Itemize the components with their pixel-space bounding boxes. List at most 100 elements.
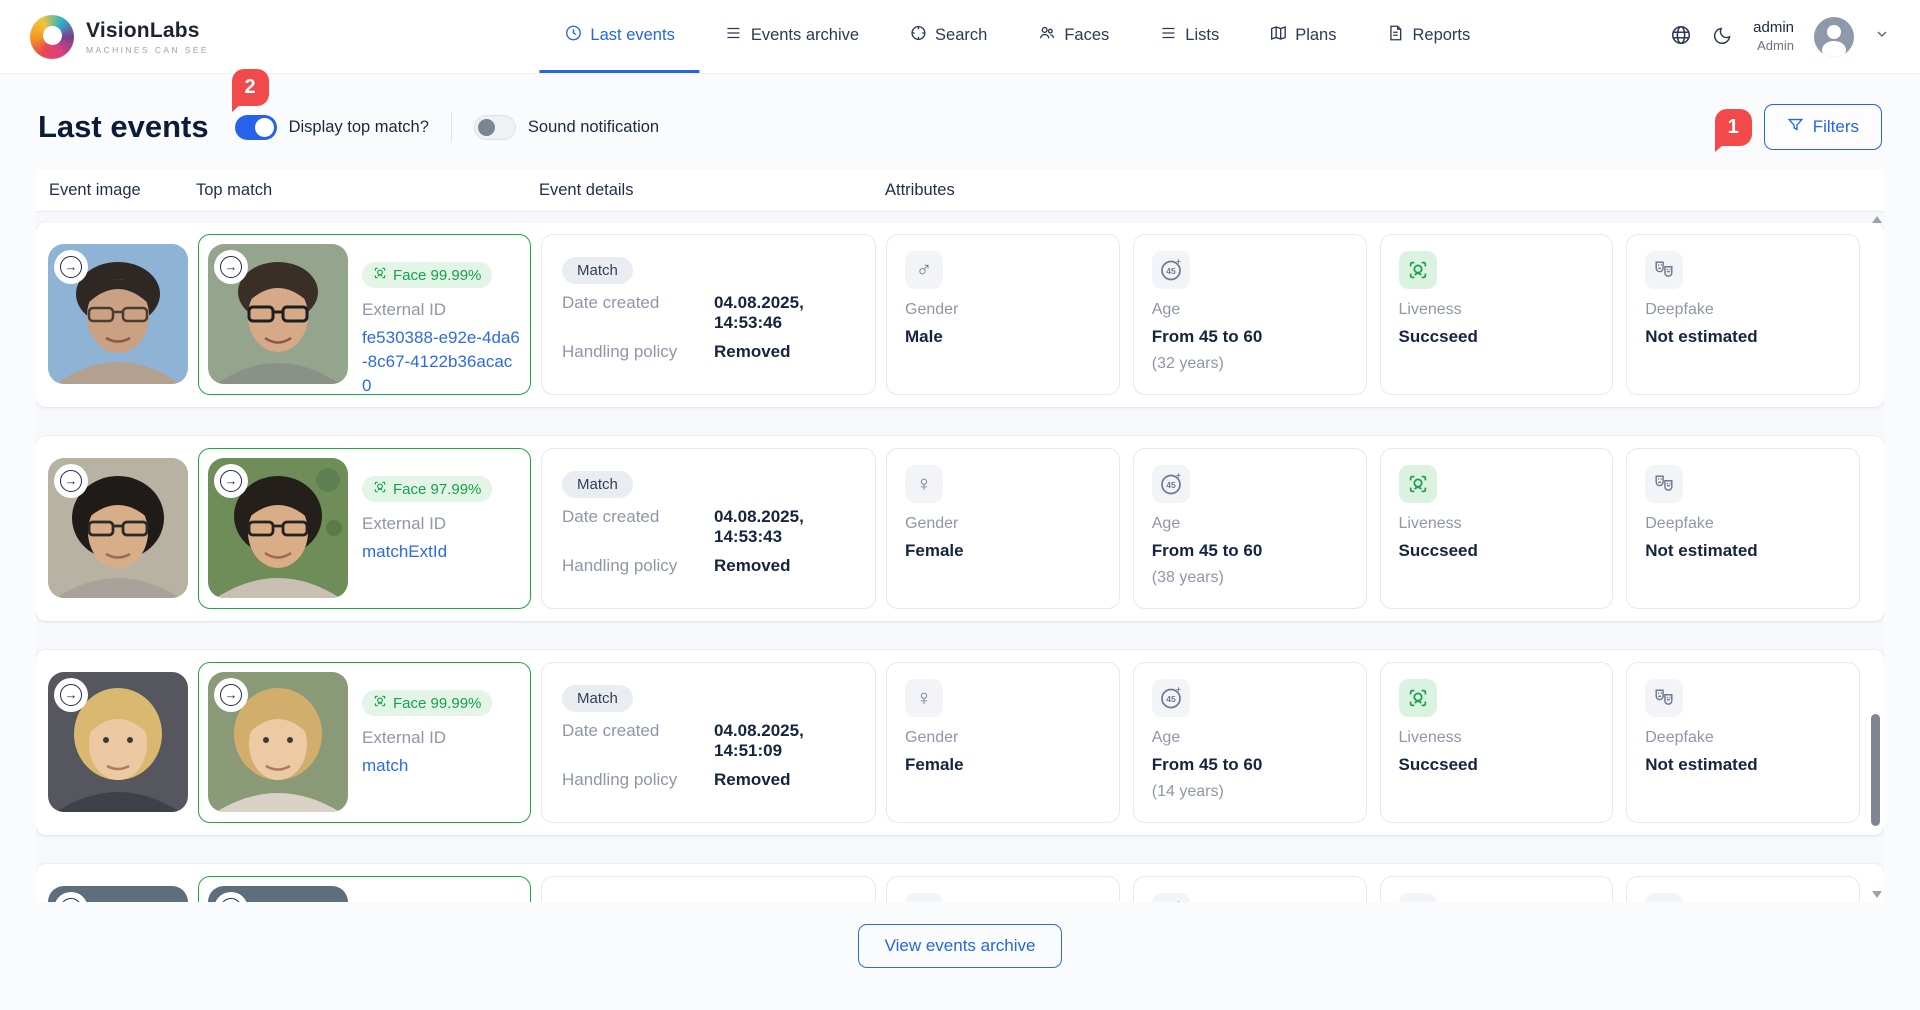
deepfake-card	[1626, 876, 1860, 902]
deepfake-card: Deepfake Not estimated	[1626, 234, 1860, 395]
external-id-label: External ID	[362, 514, 447, 533]
liveness-label: Liveness	[1398, 515, 1462, 532]
annotation-badge-1: 1	[1714, 108, 1752, 152]
age-label: Age	[1151, 515, 1181, 532]
scroll-down-icon[interactable]	[1872, 891, 1882, 898]
event-row: → → Face 99.99% External ID match	[36, 650, 1884, 835]
scrollbar-thumb[interactable]	[1871, 713, 1880, 826]
status-badge: Match	[562, 257, 633, 284]
masks-icon	[1645, 251, 1684, 289]
page-header: Last events 2 Display top match? Sound n…	[38, 68, 1882, 152]
liveness-face-scan-icon	[1398, 251, 1437, 289]
scroll-up-icon[interactable]	[1872, 216, 1882, 223]
event-details-card: Match Date created 04.08.2025, 14:53:46 H…	[541, 234, 876, 395]
lists-icon	[1159, 24, 1177, 47]
liveness-card: Liveness Succseed	[1379, 662, 1614, 823]
match-score-pill: Face 97.99%	[362, 476, 493, 502]
age-note: (14 years)	[1151, 783, 1224, 800]
sound-notification-toggle[interactable]	[473, 114, 516, 140]
tab-label: Lists	[1185, 25, 1220, 44]
external-id-link[interactable]: fe530388-e92e-4da6-8c67-4122b36acac0	[362, 328, 520, 395]
open-event-button[interactable]: →	[54, 892, 88, 902]
age-card: 45 + Age From 45 to 60 (38 years)	[1132, 448, 1367, 609]
event-image[interactable]: →	[48, 886, 188, 902]
vertical-scrollbar[interactable]	[1868, 216, 1884, 898]
match-image[interactable]: →	[208, 672, 348, 812]
page-title: Last events	[38, 109, 209, 144]
event-row-partial: → → ♂ 45+	[36, 864, 1884, 902]
user-name: admin	[1753, 19, 1794, 36]
event-details-card: Match Date created 04.08.2025, 14:53:43 H…	[541, 448, 876, 609]
match-score: Face 99.99%	[393, 266, 482, 284]
tab-label: Plans	[1295, 25, 1337, 44]
gender-card: ♀ Gender Female	[886, 662, 1120, 823]
external-id-label: External ID	[362, 728, 447, 747]
deepfake-label: Deepfake	[1645, 301, 1714, 318]
open-event-button[interactable]: →	[54, 464, 88, 498]
liveness-value: Succseed	[1398, 327, 1478, 346]
gender-label: Gender	[905, 729, 959, 746]
gender-label: Gender	[905, 301, 959, 318]
arrow-right-icon: →	[220, 684, 242, 706]
tab-last-events[interactable]: Last events	[539, 0, 700, 73]
open-match-button[interactable]: →	[214, 678, 248, 712]
user-info: admin Admin	[1753, 19, 1794, 54]
tab-lists[interactable]: Lists	[1134, 0, 1244, 73]
event-image[interactable]: →	[48, 458, 188, 598]
gender-card: ♂ Gender Male	[886, 234, 1120, 395]
svg-text:45: 45	[1166, 266, 1176, 276]
search-reticle-icon	[909, 24, 927, 47]
funnel-icon	[1787, 116, 1804, 138]
top-navigation: VisionLabs MACHINES CAN SEE Last events …	[0, 0, 1920, 74]
user-role: Admin	[1757, 37, 1794, 53]
svg-text:45: 45	[1166, 694, 1176, 704]
open-match-button[interactable]: →	[214, 892, 248, 902]
face-scan-icon	[373, 266, 387, 284]
match-score: Face 99.99%	[393, 694, 482, 712]
tab-search[interactable]: Search	[884, 0, 1012, 73]
age-label: Age	[1151, 729, 1181, 746]
match-image[interactable]: →	[208, 886, 348, 902]
open-match-button[interactable]: →	[214, 250, 248, 284]
masks-icon	[1645, 679, 1684, 717]
event-image[interactable]: →	[48, 672, 188, 812]
tab-events-archive[interactable]: Events archive	[700, 0, 884, 73]
top-match-card[interactable]: → Face 97.99% External ID matchExtId	[198, 448, 531, 609]
chevron-down-icon[interactable]	[1874, 26, 1890, 47]
events-list: → → Face 99.99% External ID fe530388-e92…	[36, 212, 1884, 902]
event-details-card: Match Date created 04.08.2025, 14:51:09 H…	[541, 662, 876, 823]
open-match-button[interactable]: →	[214, 464, 248, 498]
avatar[interactable]	[1814, 16, 1854, 57]
svg-text:45: 45	[1166, 480, 1176, 490]
tab-faces[interactable]: Faces	[1012, 0, 1134, 73]
event-image[interactable]: →	[48, 244, 188, 384]
filters-button[interactable]: Filters	[1763, 104, 1882, 150]
report-icon	[1386, 24, 1404, 47]
view-events-archive-button[interactable]: View events archive	[857, 924, 1063, 968]
tab-plans[interactable]: Plans	[1244, 0, 1361, 73]
top-match-card[interactable]: → Face 99.99% External ID fe530388-e92e-…	[198, 234, 531, 395]
external-id-link[interactable]: match	[362, 756, 409, 775]
svg-text:+: +	[1176, 900, 1181, 902]
globe-icon	[1670, 24, 1692, 49]
annotation-badge-2: 2	[231, 68, 269, 112]
female-icon: ♀	[905, 679, 943, 717]
match-image[interactable]: →	[208, 244, 348, 384]
tab-reports[interactable]: Reports	[1361, 0, 1495, 73]
language-globe-button[interactable]	[1670, 24, 1692, 49]
display-top-match-toggle[interactable]	[234, 114, 277, 140]
arrow-right-icon: →	[60, 470, 82, 492]
dark-mode-button[interactable]	[1712, 25, 1733, 49]
open-event-button[interactable]: →	[54, 250, 88, 284]
deepfake-value: Not estimated	[1645, 541, 1758, 560]
liveness-face-scan-icon	[1398, 893, 1437, 902]
external-id-link[interactable]: matchExtId	[362, 542, 448, 561]
top-match-card[interactable]: →	[198, 876, 531, 902]
match-image[interactable]: →	[208, 458, 348, 598]
tab-label: Reports	[1412, 25, 1471, 44]
event-details-card	[541, 876, 876, 902]
open-event-button[interactable]: →	[54, 678, 88, 712]
handling-policy-value: Removed	[714, 556, 791, 575]
top-match-card[interactable]: → Face 99.99% External ID match	[198, 662, 531, 823]
arrow-right-icon: →	[220, 256, 242, 278]
